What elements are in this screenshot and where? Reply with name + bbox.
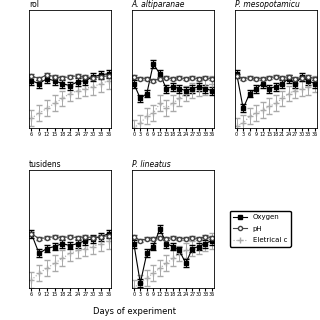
Text: rol: rol xyxy=(29,0,39,9)
Text: Days of experiment: Days of experiment xyxy=(93,307,176,316)
Text: A. altiparanae: A. altiparanae xyxy=(132,0,185,9)
Legend: Oxygen, pH, Eletrical c: Oxygen, pH, Eletrical c xyxy=(230,211,291,247)
Text: P. lineatus: P. lineatus xyxy=(132,160,171,169)
Text: tusidens: tusidens xyxy=(29,160,61,169)
Text: P. mesopotamicu: P. mesopotamicu xyxy=(235,0,300,9)
